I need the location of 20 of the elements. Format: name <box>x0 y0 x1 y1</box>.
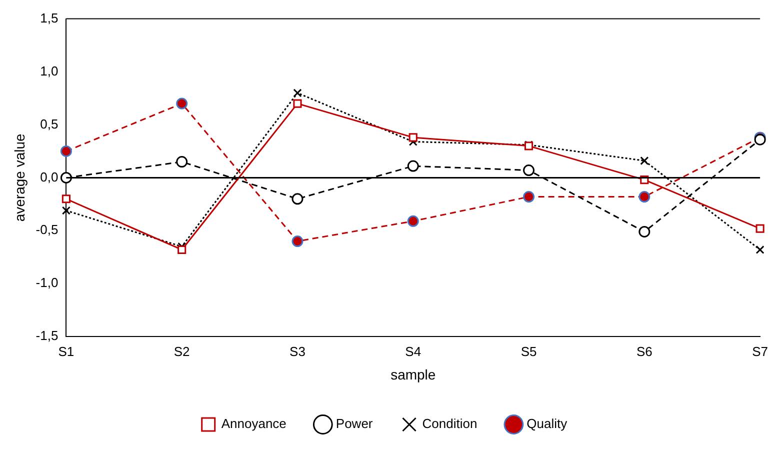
legend-label: Annoyance <box>221 416 286 432</box>
legend-label: Power <box>336 416 374 432</box>
x-axis-title: sample <box>390 366 436 382</box>
x-tick-label: S7 <box>752 344 768 359</box>
x-tick-label: S4 <box>405 344 422 359</box>
y-tick-label: -1,5 <box>36 328 58 344</box>
y-tick-label: 1,0 <box>40 63 58 78</box>
y-tick-label: -0,5 <box>36 222 58 238</box>
y-tick-label: -1,0 <box>36 275 58 290</box>
x-tick-label: S6 <box>636 344 652 359</box>
legend-label: Condition <box>422 416 478 432</box>
y-tick-label: 0,0 <box>40 169 58 184</box>
legend-label: Quality <box>526 416 568 432</box>
x-tick-label: S2 <box>174 344 190 359</box>
y-tick-label: 1,5 <box>40 10 58 26</box>
x-tick-label: S3 <box>290 344 306 359</box>
x-tick-label: S5 <box>520 344 537 359</box>
y-axis-title: average value <box>11 134 28 222</box>
x-tick-label: S1 <box>58 344 74 359</box>
y-tick-label: 0,5 <box>40 116 58 132</box>
